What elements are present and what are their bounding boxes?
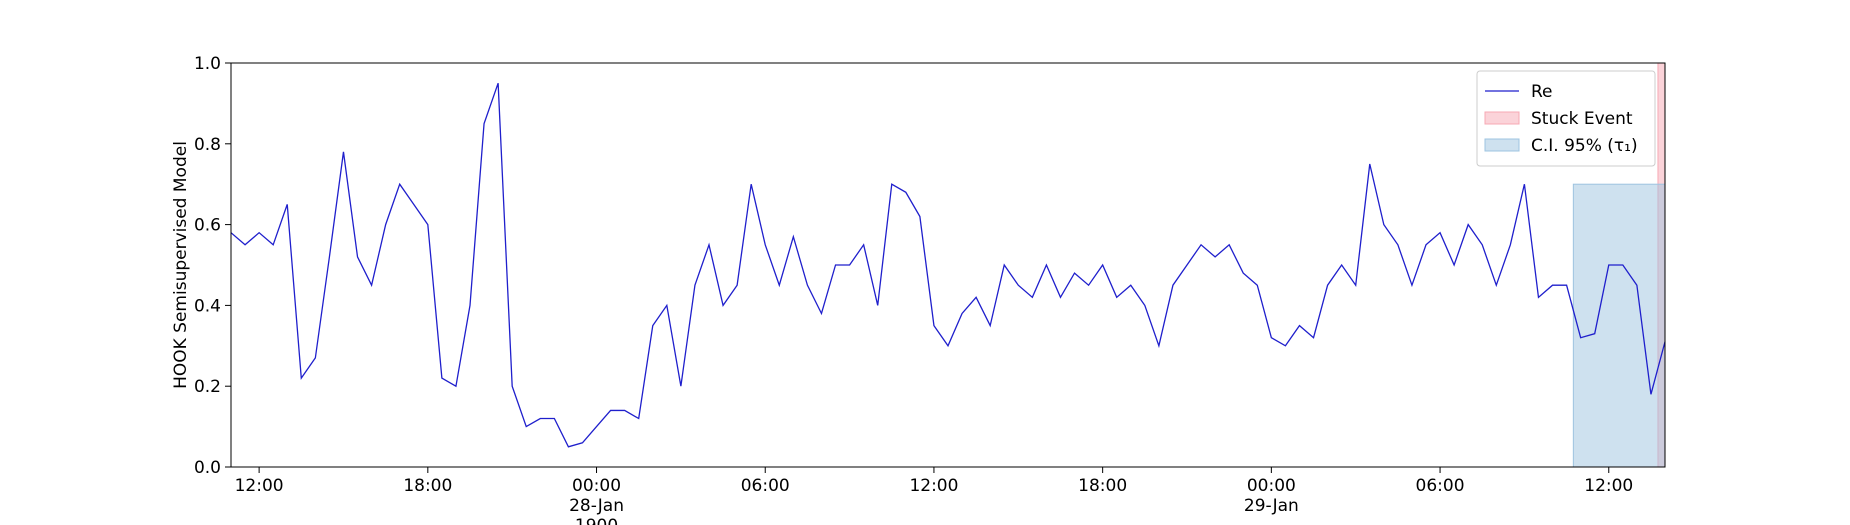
x-tick-label: 18:00 bbox=[403, 476, 452, 496]
span bbox=[1572, 183, 1666, 468]
data-line bbox=[230, 82, 1666, 448]
y-tick-label: 0.4 bbox=[194, 296, 221, 316]
legend-label: Re bbox=[1531, 82, 1553, 102]
x-tick-label: 06:00 bbox=[1416, 476, 1465, 496]
legend-box bbox=[1476, 70, 1656, 167]
x-tick-label: 00:00 29-Jan bbox=[1244, 476, 1299, 516]
x-tick-label: 12:00 bbox=[909, 476, 958, 496]
y-tick-label: 0.6 bbox=[194, 216, 221, 236]
y-tick-label: 0.2 bbox=[194, 377, 221, 397]
y-tick-label: 0.8 bbox=[194, 135, 221, 155]
plot-frame bbox=[230, 62, 1666, 468]
x-tick-label: 12:00 bbox=[1584, 476, 1633, 496]
legend-label: Stuck Event bbox=[1531, 109, 1633, 129]
x-tick-label: 12:00 bbox=[235, 476, 284, 496]
x-tick-label: 18:00 bbox=[1078, 476, 1127, 496]
y-tick-label: 0.0 bbox=[194, 458, 221, 478]
legend-patch bbox=[1484, 111, 1520, 125]
y-axis-label: HOOK Semisupervised Model bbox=[171, 141, 191, 389]
x-tick-label: 06:00 bbox=[741, 476, 790, 496]
legend-patch bbox=[1484, 138, 1520, 152]
legend-label: C.I. 95% (τ₁) bbox=[1531, 136, 1638, 156]
y-tick-label: 1.0 bbox=[194, 54, 221, 74]
